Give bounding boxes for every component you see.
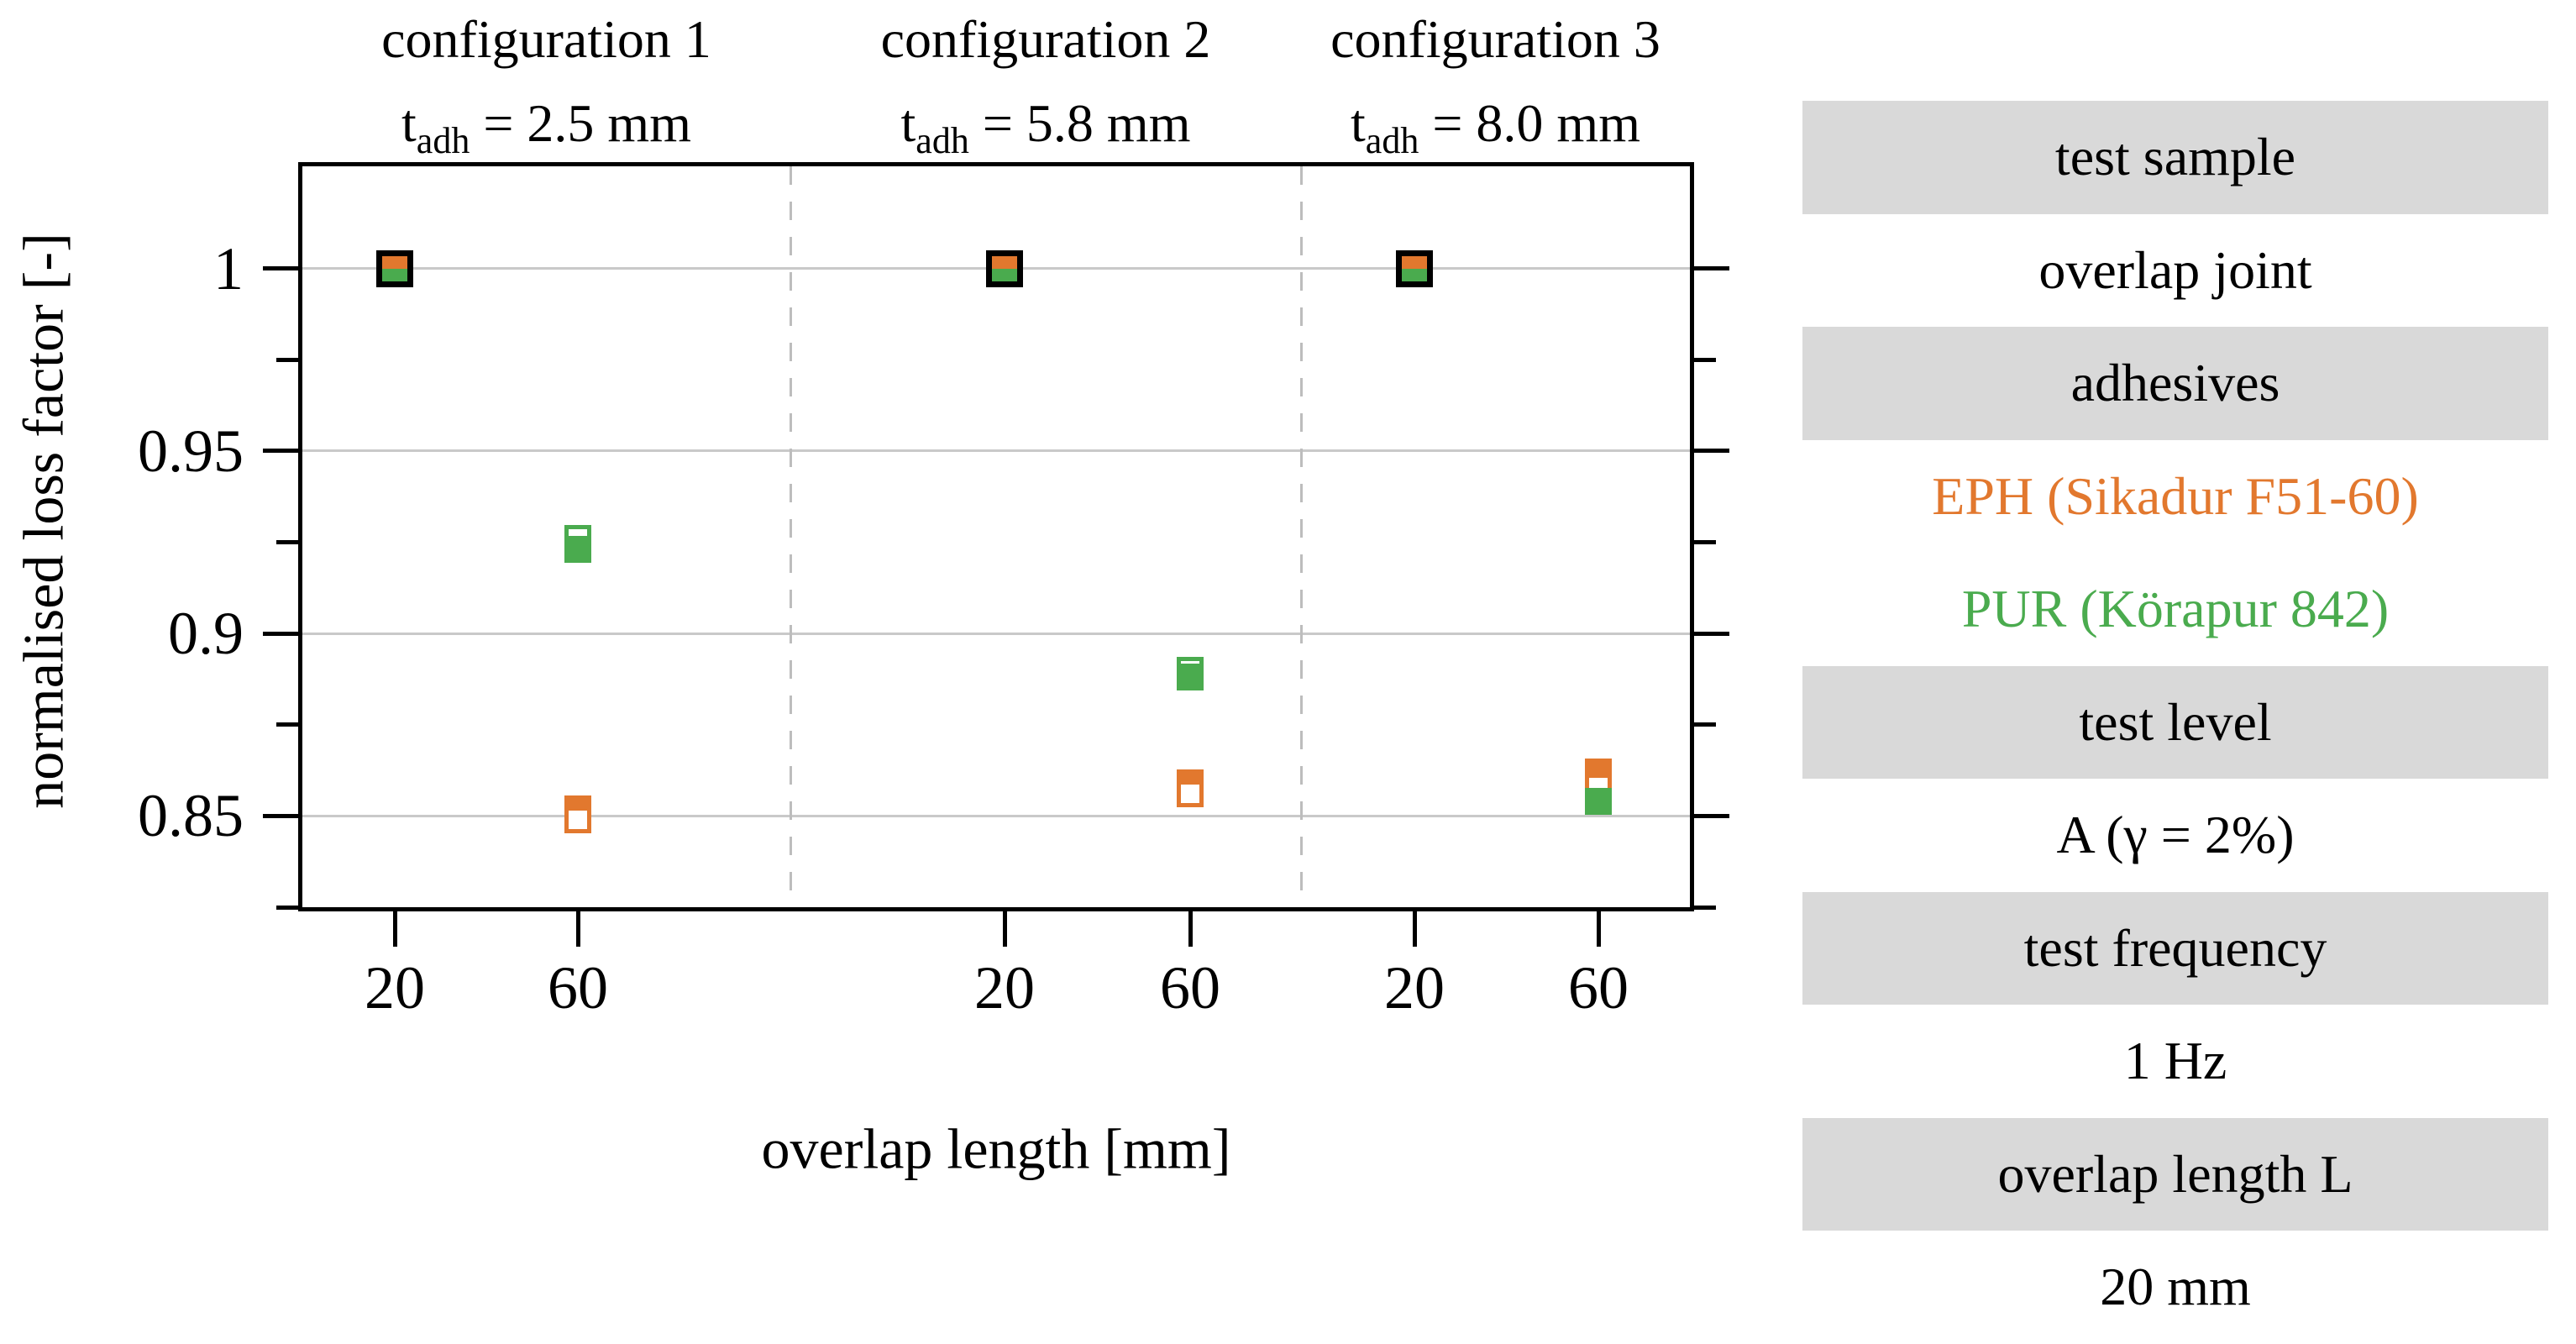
- x-tick-label: 20: [1384, 954, 1445, 1021]
- reference-eph-half: [382, 255, 407, 269]
- plot-area: [263, 162, 1729, 947]
- panel-config-title: configuration 3: [1330, 9, 1660, 69]
- gridline: [302, 449, 1690, 453]
- legend-table-row: 20 mm: [2100, 1257, 2251, 1317]
- y-minor-tick: [276, 357, 298, 362]
- data-marker-filled-pur: [564, 536, 591, 564]
- x-tick-label: 60: [548, 954, 608, 1021]
- panel-separator-line: [789, 166, 792, 907]
- x-tick-label: 60: [1160, 954, 1220, 1021]
- y-minor-tick: [1694, 357, 1716, 362]
- y-minor-tick: [276, 905, 298, 910]
- panel-adhesive-thickness: tadh = 8.0 mm: [1351, 93, 1640, 161]
- y-major-tick: [1694, 631, 1729, 636]
- y-major-tick: [263, 631, 298, 636]
- x-tick-label: 60: [1568, 954, 1629, 1021]
- legend-table-row: EPH (Sikadur F51-60): [1932, 465, 2419, 526]
- y-major-tick: [1694, 813, 1729, 818]
- data-marker-reference: [376, 249, 413, 287]
- panel-adhesive-thickness: tadh = 5.8 mm: [900, 93, 1191, 161]
- y-major-tick: [1694, 449, 1729, 454]
- data-marker-open-eph: [564, 806, 591, 833]
- x-tick: [392, 911, 397, 947]
- reference-pur-half: [992, 268, 1017, 281]
- data-marker-filled-pur: [1585, 788, 1612, 815]
- x-axis-title: overlap length [mm]: [761, 1116, 1231, 1181]
- data-marker-reference: [1396, 249, 1433, 287]
- y-tick-label: 0.95: [138, 417, 244, 485]
- legend-table-row: adhesives: [1802, 327, 2548, 440]
- legend-table-row: PUR (Körapur 842): [1961, 579, 2390, 639]
- x-tick: [1412, 911, 1417, 947]
- legend-table-row: test sample: [1802, 101, 2548, 214]
- legend-table-row: overlap length L: [1802, 1117, 2548, 1231]
- reference-eph-half: [1402, 255, 1427, 269]
- gridline: [302, 632, 1690, 635]
- x-tick-label: 20: [365, 954, 425, 1021]
- legend-table-row: test level: [1802, 665, 2548, 780]
- x-tick: [1188, 911, 1193, 947]
- reference-eph-half: [992, 255, 1017, 269]
- panel-config-title: configuration 1: [381, 9, 711, 69]
- data-marker-reference: [986, 249, 1023, 287]
- panel-adhesive-thickness: tadh = 2.5 mm: [401, 93, 691, 161]
- gridline: [302, 814, 1690, 817]
- y-minor-tick: [276, 540, 298, 545]
- data-marker-filled-pur: [1177, 664, 1204, 691]
- y-tick-label: 1: [213, 234, 244, 302]
- legend-table-row: A (γ = 2%): [2056, 805, 2295, 865]
- x-tick: [575, 911, 580, 947]
- reference-pur-half: [382, 268, 407, 281]
- data-marker-open-eph: [1177, 780, 1204, 808]
- x-tick: [1596, 911, 1601, 947]
- x-tick-label: 20: [974, 954, 1035, 1021]
- y-major-tick: [1694, 266, 1729, 271]
- x-tick: [1002, 911, 1007, 947]
- legend-table-row: test frequency: [1802, 891, 2548, 1005]
- legend-table-row: overlap joint: [2038, 239, 2312, 300]
- y-minor-tick: [276, 722, 298, 727]
- legend-table-row: 1 Hz: [2123, 1031, 2227, 1091]
- panel-config-title: configuration 2: [880, 9, 1211, 69]
- y-major-tick: [263, 449, 298, 454]
- y-tick-label: 0.9: [168, 600, 244, 668]
- y-major-tick: [263, 266, 298, 271]
- y-minor-tick: [1694, 540, 1716, 545]
- y-major-tick: [263, 813, 298, 818]
- panel-separator-line: [1299, 166, 1303, 907]
- y-minor-tick: [1694, 905, 1716, 910]
- y-tick-label: 0.85: [138, 782, 244, 850]
- y-minor-tick: [1694, 722, 1716, 727]
- reference-pur-half: [1402, 268, 1427, 281]
- y-axis-title: normalised loss factor [-]: [11, 233, 76, 809]
